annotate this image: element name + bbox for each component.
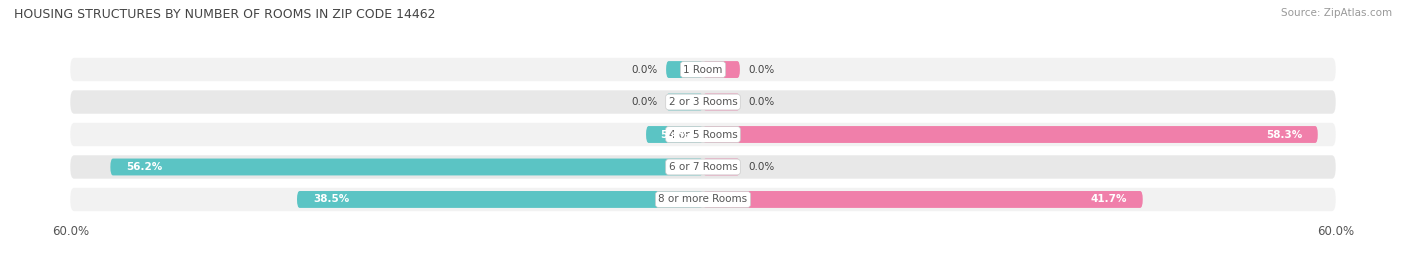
FancyBboxPatch shape [70,188,1336,211]
FancyBboxPatch shape [70,155,1336,179]
Text: 41.7%: 41.7% [1091,194,1128,204]
Text: 2 or 3 Rooms: 2 or 3 Rooms [669,97,737,107]
FancyBboxPatch shape [703,191,1143,208]
FancyBboxPatch shape [70,58,1336,81]
Text: Source: ZipAtlas.com: Source: ZipAtlas.com [1281,8,1392,18]
Text: HOUSING STRUCTURES BY NUMBER OF ROOMS IN ZIP CODE 14462: HOUSING STRUCTURES BY NUMBER OF ROOMS IN… [14,8,436,21]
Text: 0.0%: 0.0% [631,65,658,75]
FancyBboxPatch shape [703,61,740,78]
Text: 38.5%: 38.5% [312,194,349,204]
FancyBboxPatch shape [703,158,740,175]
Text: 8 or more Rooms: 8 or more Rooms [658,194,748,204]
Text: 58.3%: 58.3% [1265,129,1302,140]
Text: 5.4%: 5.4% [659,129,689,140]
Text: 1 Room: 1 Room [683,65,723,75]
Text: 0.0%: 0.0% [631,97,658,107]
Text: 0.0%: 0.0% [748,65,775,75]
Text: 6 or 7 Rooms: 6 or 7 Rooms [669,162,737,172]
FancyBboxPatch shape [666,94,703,111]
Text: 0.0%: 0.0% [748,162,775,172]
Text: 4 or 5 Rooms: 4 or 5 Rooms [669,129,737,140]
Text: 56.2%: 56.2% [127,162,163,172]
FancyBboxPatch shape [297,191,703,208]
FancyBboxPatch shape [70,123,1336,146]
FancyBboxPatch shape [110,158,703,175]
FancyBboxPatch shape [70,90,1336,114]
FancyBboxPatch shape [703,126,1317,143]
FancyBboxPatch shape [647,126,703,143]
Text: 0.0%: 0.0% [748,97,775,107]
FancyBboxPatch shape [703,94,740,111]
FancyBboxPatch shape [666,61,703,78]
